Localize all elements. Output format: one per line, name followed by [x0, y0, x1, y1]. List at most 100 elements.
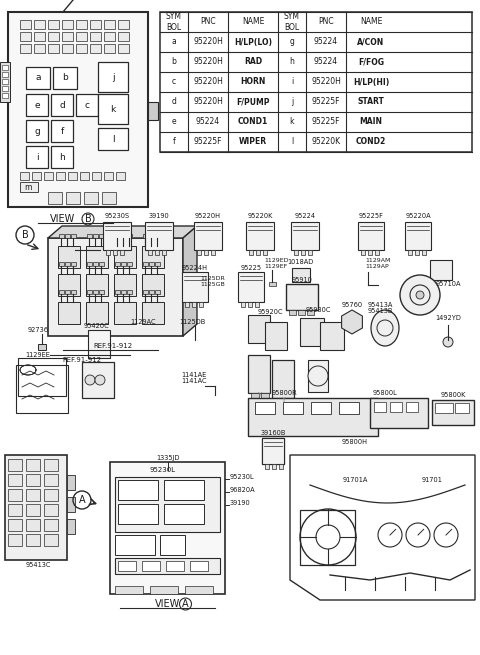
Bar — [248, 315, 270, 343]
Bar — [51, 94, 73, 116]
Text: 95760: 95760 — [341, 302, 362, 308]
Bar — [149, 262, 154, 266]
Bar — [5, 455, 67, 560]
Text: 95413A: 95413A — [367, 302, 393, 308]
Text: 1335JD: 1335JD — [156, 455, 180, 461]
Text: 95220H: 95220H — [195, 213, 221, 219]
Bar — [116, 172, 125, 180]
Bar — [142, 561, 160, 571]
Text: 95220K: 95220K — [247, 213, 273, 219]
Bar — [430, 260, 452, 280]
Bar — [103, 222, 131, 250]
Text: 1129EE: 1129EE — [25, 352, 50, 358]
Bar — [8, 519, 22, 531]
Text: j: j — [291, 98, 293, 107]
Text: 1492YD: 1492YD — [435, 315, 461, 321]
Text: a: a — [172, 37, 176, 47]
Bar — [292, 268, 310, 282]
Text: Y: Y — [257, 392, 261, 398]
Bar — [87, 290, 92, 294]
Bar — [115, 477, 220, 532]
Bar — [92, 172, 101, 180]
Bar — [66, 192, 80, 204]
Bar — [127, 262, 132, 266]
Bar — [246, 222, 274, 250]
Bar — [248, 355, 270, 393]
Bar — [155, 234, 160, 238]
Bar — [98, 94, 128, 124]
Bar — [182, 272, 208, 302]
Bar — [86, 274, 108, 296]
Text: PNC: PNC — [318, 18, 334, 26]
Text: REF.91-912: REF.91-912 — [62, 357, 102, 363]
Bar — [8, 474, 22, 486]
Bar — [87, 262, 92, 266]
Bar — [115, 586, 143, 594]
Bar — [104, 20, 115, 29]
Text: 95800L: 95800L — [372, 390, 397, 396]
Text: 95220H: 95220H — [193, 58, 223, 67]
Bar — [114, 302, 136, 324]
Bar — [82, 362, 114, 398]
Bar — [204, 250, 208, 255]
Text: i: i — [36, 153, 38, 162]
Text: VIEW: VIEW — [155, 599, 180, 609]
Bar — [160, 535, 185, 555]
Polygon shape — [290, 455, 475, 600]
Bar — [56, 172, 65, 180]
Bar — [272, 360, 294, 398]
Bar — [71, 262, 76, 266]
Bar — [67, 497, 75, 512]
Bar — [265, 464, 269, 469]
Bar — [238, 272, 264, 302]
Bar — [301, 250, 305, 255]
Bar — [84, 192, 98, 204]
Bar — [118, 480, 158, 500]
Text: 95800R: 95800R — [272, 390, 298, 396]
Bar — [374, 402, 386, 412]
Bar — [142, 246, 164, 268]
Bar — [406, 402, 418, 412]
Bar — [102, 192, 116, 204]
Bar — [308, 360, 328, 392]
Bar — [390, 402, 402, 412]
Bar — [90, 32, 101, 41]
Bar — [90, 20, 101, 29]
Text: g: g — [34, 126, 40, 136]
Bar — [67, 519, 75, 534]
Bar — [86, 246, 108, 268]
Text: 95230L: 95230L — [150, 467, 176, 473]
Bar — [76, 32, 87, 41]
Bar — [121, 290, 126, 294]
Text: 95224: 95224 — [294, 213, 315, 219]
Bar — [48, 44, 59, 53]
Bar — [0, 62, 10, 102]
Text: H/LP(HI): H/LP(HI) — [353, 77, 389, 86]
Bar — [155, 250, 159, 255]
Text: MAIN: MAIN — [360, 117, 383, 126]
Bar — [71, 234, 76, 238]
Bar — [164, 480, 204, 500]
Text: c: c — [84, 100, 89, 109]
Bar — [408, 250, 412, 255]
Bar — [62, 32, 73, 41]
Bar — [272, 464, 276, 469]
Bar — [194, 222, 222, 250]
Text: h: h — [59, 153, 65, 162]
Bar — [118, 561, 136, 571]
Text: REF.91-912: REF.91-912 — [94, 343, 132, 349]
Bar — [26, 67, 50, 89]
Text: i: i — [291, 77, 293, 86]
Text: 95910: 95910 — [291, 277, 312, 283]
Bar — [76, 94, 98, 116]
Bar — [58, 302, 80, 324]
Text: A/CON: A/CON — [358, 37, 384, 47]
Text: 95220H: 95220H — [193, 77, 223, 86]
Bar — [150, 586, 178, 594]
Text: d: d — [59, 100, 65, 109]
Circle shape — [95, 375, 105, 385]
Bar — [44, 534, 58, 546]
Bar — [20, 20, 31, 29]
Bar — [114, 274, 136, 296]
Bar — [2, 72, 8, 77]
